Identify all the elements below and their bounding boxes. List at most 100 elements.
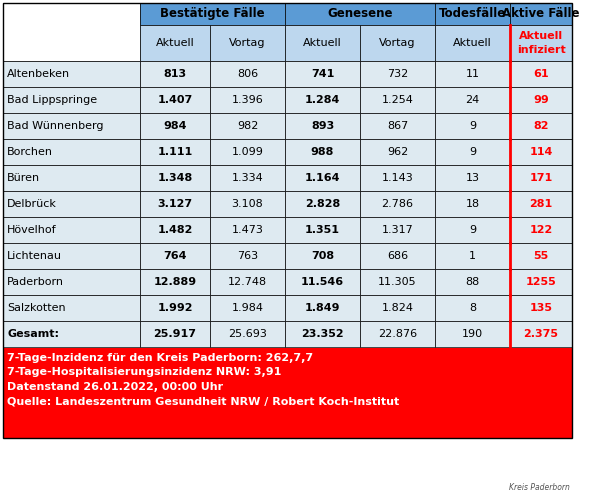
Bar bbox=[3, 243, 140, 269]
Text: Delbrück: Delbrück bbox=[7, 199, 57, 209]
Bar bbox=[285, 113, 360, 139]
Bar bbox=[210, 61, 285, 87]
Text: Bestätigte Fälle: Bestätigte Fälle bbox=[160, 7, 265, 20]
Bar bbox=[210, 87, 285, 113]
Text: Lichtenau: Lichtenau bbox=[7, 251, 62, 261]
Text: 984: 984 bbox=[163, 121, 187, 131]
Text: 12.889: 12.889 bbox=[154, 277, 197, 287]
Text: 24: 24 bbox=[466, 95, 480, 105]
Text: Aktuell: Aktuell bbox=[155, 38, 194, 48]
Bar bbox=[285, 87, 360, 113]
Text: 1.348: 1.348 bbox=[157, 173, 192, 183]
Text: 1.143: 1.143 bbox=[382, 173, 413, 183]
Bar bbox=[435, 321, 510, 347]
Bar bbox=[435, 165, 510, 191]
Text: 708: 708 bbox=[311, 251, 334, 261]
Bar bbox=[510, 87, 572, 113]
Bar bbox=[3, 217, 140, 243]
Text: 1.984: 1.984 bbox=[231, 303, 263, 313]
Bar bbox=[285, 295, 360, 321]
Text: Gesamt:: Gesamt: bbox=[7, 329, 59, 339]
Text: 1.111: 1.111 bbox=[157, 147, 192, 157]
Text: 135: 135 bbox=[529, 303, 552, 313]
Bar bbox=[3, 295, 140, 321]
Text: 55: 55 bbox=[534, 251, 549, 261]
Bar bbox=[435, 25, 510, 61]
Text: 988: 988 bbox=[311, 147, 334, 157]
Text: 1.164: 1.164 bbox=[305, 173, 341, 183]
Text: 171: 171 bbox=[529, 173, 552, 183]
Bar bbox=[3, 113, 140, 139]
Text: 741: 741 bbox=[311, 69, 334, 79]
Bar bbox=[3, 348, 572, 438]
Bar bbox=[140, 321, 210, 347]
Bar bbox=[510, 25, 572, 61]
Text: 82: 82 bbox=[534, 121, 549, 131]
Bar bbox=[435, 113, 510, 139]
Text: 18: 18 bbox=[466, 199, 480, 209]
Bar bbox=[140, 87, 210, 113]
Text: 9: 9 bbox=[469, 225, 476, 235]
Bar bbox=[140, 243, 210, 269]
Text: Todesfälle: Todesfälle bbox=[439, 7, 506, 20]
Text: Altenbeken: Altenbeken bbox=[7, 69, 70, 79]
Text: Borchen: Borchen bbox=[7, 147, 53, 157]
Text: Aktuell: Aktuell bbox=[303, 38, 342, 48]
Text: 1.254: 1.254 bbox=[382, 95, 413, 105]
Bar bbox=[435, 3, 510, 25]
Bar bbox=[210, 321, 285, 347]
Bar bbox=[360, 165, 435, 191]
Bar bbox=[3, 269, 140, 295]
Bar bbox=[140, 165, 210, 191]
Bar bbox=[510, 243, 572, 269]
Text: 11: 11 bbox=[466, 69, 480, 79]
Text: 22.876: 22.876 bbox=[378, 329, 417, 339]
Text: 99: 99 bbox=[533, 95, 549, 105]
Bar bbox=[285, 25, 360, 61]
Bar bbox=[3, 61, 140, 87]
Text: 1.992: 1.992 bbox=[157, 303, 193, 313]
Bar bbox=[210, 217, 285, 243]
Bar bbox=[435, 87, 510, 113]
Text: 1.317: 1.317 bbox=[382, 225, 413, 235]
Text: 3.127: 3.127 bbox=[157, 199, 192, 209]
Bar bbox=[360, 269, 435, 295]
Text: 12.748: 12.748 bbox=[228, 277, 267, 287]
Bar bbox=[510, 139, 572, 165]
Text: 1.284: 1.284 bbox=[305, 95, 340, 105]
Text: 9: 9 bbox=[469, 121, 476, 131]
Text: 2.786: 2.786 bbox=[382, 199, 413, 209]
Bar bbox=[3, 321, 140, 347]
Bar bbox=[510, 217, 572, 243]
Bar bbox=[360, 321, 435, 347]
Bar bbox=[360, 87, 435, 113]
Bar bbox=[435, 191, 510, 217]
Text: 982: 982 bbox=[237, 121, 258, 131]
Text: 122: 122 bbox=[529, 225, 552, 235]
Bar bbox=[285, 217, 360, 243]
Text: 7-Tage-Inzidenz für den Kreis Paderborn: 262,7,7
7-Tage-Hospitalisierungsinziden: 7-Tage-Inzidenz für den Kreis Paderborn:… bbox=[7, 353, 399, 406]
Bar bbox=[510, 113, 572, 139]
Text: 732: 732 bbox=[387, 69, 408, 79]
Text: 23.352: 23.352 bbox=[301, 329, 344, 339]
Text: 2.828: 2.828 bbox=[305, 199, 340, 209]
Bar bbox=[140, 217, 210, 243]
Text: 1255: 1255 bbox=[526, 277, 557, 287]
Bar bbox=[3, 139, 140, 165]
Bar bbox=[3, 191, 140, 217]
Text: 2.375: 2.375 bbox=[523, 329, 558, 339]
Bar bbox=[210, 269, 285, 295]
Bar bbox=[285, 3, 435, 25]
Bar bbox=[360, 139, 435, 165]
Bar bbox=[435, 243, 510, 269]
Bar bbox=[285, 269, 360, 295]
Bar bbox=[360, 61, 435, 87]
Bar bbox=[285, 243, 360, 269]
Bar bbox=[510, 165, 572, 191]
Text: 1: 1 bbox=[469, 251, 476, 261]
Bar bbox=[3, 87, 140, 113]
Bar bbox=[140, 113, 210, 139]
Bar bbox=[435, 217, 510, 243]
Bar bbox=[285, 165, 360, 191]
Text: 763: 763 bbox=[237, 251, 258, 261]
